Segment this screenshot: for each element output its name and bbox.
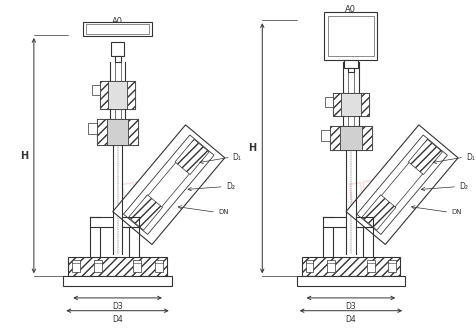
Bar [333,93,368,116]
Bar [306,260,314,272]
Bar [94,260,102,272]
Text: A0: A0 [346,5,357,15]
Bar [108,81,128,109]
Text: 川泵阀: 川泵阀 [347,174,395,205]
Polygon shape [357,135,447,234]
Bar [155,260,163,272]
Text: DN: DN [451,209,462,215]
Bar [92,85,100,95]
Bar [88,123,97,135]
Bar [297,276,405,286]
Bar [361,93,368,116]
Bar [302,256,400,276]
Bar [324,13,377,60]
Polygon shape [408,139,442,175]
Bar [333,93,341,116]
Bar [69,256,167,276]
Bar [72,260,80,272]
Polygon shape [362,195,396,230]
Bar [321,130,330,141]
Bar [107,119,129,145]
Bar [97,119,107,145]
Bar [341,93,361,116]
Bar [63,276,172,286]
Text: D4: D4 [112,314,123,324]
Text: D4: D4 [346,314,356,324]
Bar [100,81,108,109]
Bar [344,60,358,68]
Bar [362,126,372,150]
Bar [328,16,374,56]
Bar [327,260,335,272]
Text: 川泵阀: 川泵阀 [352,198,389,220]
Bar [348,68,354,73]
Polygon shape [346,125,458,245]
Polygon shape [129,195,162,230]
Text: D₂: D₂ [459,182,468,191]
Text: A0: A0 [112,17,123,26]
Bar [367,260,375,272]
Bar [100,81,135,109]
Bar [325,97,333,107]
Text: D₂: D₂ [226,182,235,191]
Text: D3: D3 [112,302,123,311]
Polygon shape [175,139,209,175]
Bar [86,24,149,34]
Text: D₁: D₁ [233,152,242,162]
Polygon shape [123,135,214,234]
Polygon shape [365,143,439,226]
Bar [388,260,396,272]
Bar [128,81,135,109]
Text: H: H [248,143,257,153]
Polygon shape [132,143,206,226]
Bar [129,119,138,145]
Bar [340,126,362,150]
Bar [133,260,141,272]
Bar [97,119,138,145]
Text: D3: D3 [346,302,356,311]
Text: H: H [20,151,28,161]
Bar [115,56,120,62]
Text: 川泵阀: 川泵阀 [126,198,162,220]
Text: DN: DN [218,209,228,215]
Polygon shape [113,125,225,245]
Text: 川泵阀: 川泵阀 [120,174,169,205]
Bar [83,22,152,36]
Bar [330,126,372,150]
Text: D₁: D₁ [466,152,475,162]
Bar [330,126,340,150]
Bar [110,42,124,56]
